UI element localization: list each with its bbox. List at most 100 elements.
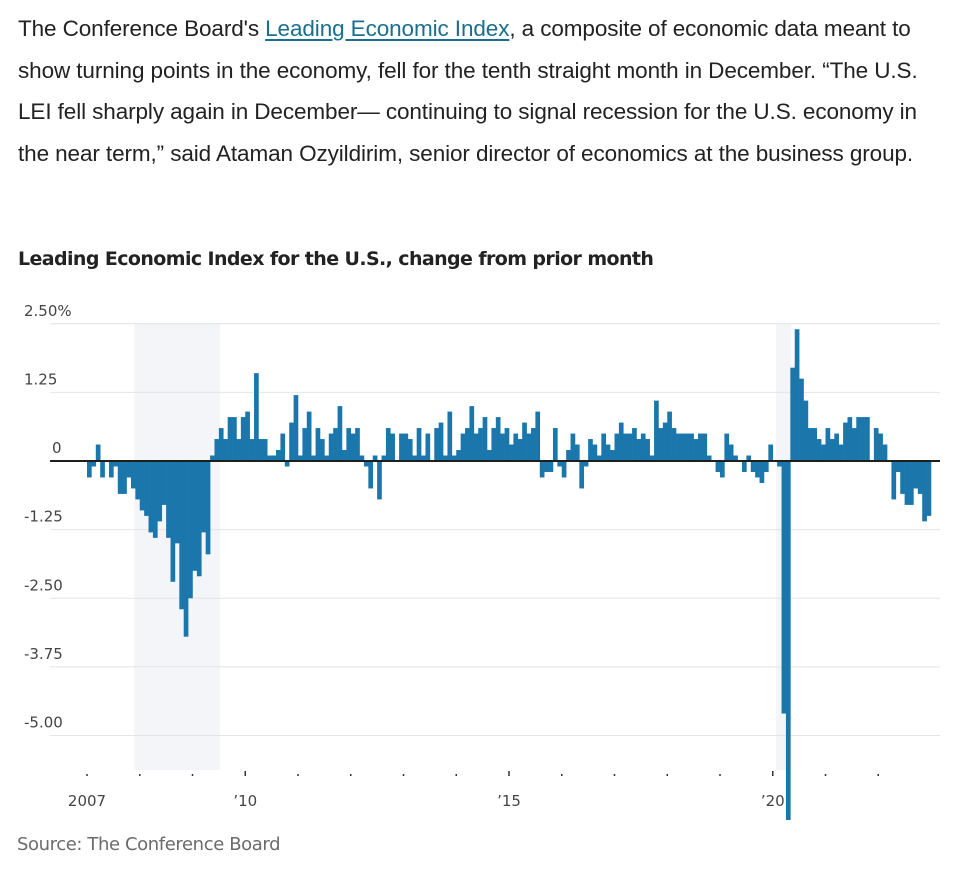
bar (794, 329, 800, 461)
bar (807, 428, 813, 461)
bar (526, 433, 532, 461)
bar (645, 439, 650, 461)
bar (179, 461, 185, 610)
bar (113, 461, 119, 467)
bar (715, 461, 721, 472)
bar (166, 461, 171, 538)
bar (627, 433, 633, 461)
bar (632, 428, 637, 461)
bar (421, 455, 426, 461)
bar (557, 461, 563, 467)
bar (377, 461, 382, 500)
bar (509, 444, 514, 461)
bar (728, 444, 734, 461)
bar (363, 461, 369, 467)
bar (689, 433, 694, 461)
bar (570, 433, 576, 461)
bar (693, 439, 699, 461)
bar (130, 461, 136, 489)
bar (812, 428, 818, 461)
bar (390, 433, 396, 461)
bar (95, 444, 101, 461)
bar (135, 461, 141, 500)
bar (882, 444, 888, 461)
bar (803, 400, 809, 461)
bar (161, 461, 167, 505)
bar (623, 433, 628, 461)
bar (513, 433, 519, 461)
bar (355, 428, 360, 461)
bar (605, 444, 611, 461)
x-tick-label: ’10 (233, 792, 257, 810)
recession-shading (134, 323, 792, 770)
bar (720, 461, 725, 478)
y-tick-label: -1.25 (24, 508, 63, 526)
bar (434, 428, 439, 461)
bar (302, 428, 308, 461)
bar (214, 439, 220, 461)
bar (601, 433, 607, 461)
bar (262, 439, 268, 461)
bar (183, 461, 189, 637)
bar (298, 455, 303, 461)
bar (152, 461, 158, 538)
bar (684, 433, 690, 461)
bar (583, 461, 589, 467)
bar (456, 450, 461, 461)
bar (236, 439, 242, 461)
bar (865, 417, 870, 461)
bar (777, 461, 782, 467)
bar (596, 455, 602, 461)
bar (816, 439, 822, 461)
bar (592, 444, 598, 461)
bar (821, 444, 826, 461)
bar (473, 433, 479, 461)
bar (750, 461, 756, 472)
bar (201, 461, 206, 533)
bar (148, 461, 154, 533)
bar (487, 450, 492, 461)
bar (170, 461, 176, 582)
bar (311, 455, 316, 461)
bar (662, 422, 668, 461)
bar (210, 455, 215, 461)
bar (856, 417, 861, 461)
bar (909, 461, 914, 505)
bar (469, 406, 475, 461)
bar (341, 450, 347, 461)
bar (368, 461, 374, 489)
bar (267, 455, 272, 461)
y-tick-label: -3.75 (24, 645, 63, 663)
bar (443, 455, 448, 461)
bar (495, 417, 501, 461)
y-tick-label: -2.50 (24, 576, 63, 594)
chart-source: Source: The Conference Board (17, 834, 281, 855)
bar (733, 455, 738, 461)
x-tick-label: 2007 (68, 792, 106, 810)
bar (825, 428, 831, 461)
bar (350, 433, 356, 461)
recession-band (134, 323, 220, 770)
bar (544, 461, 549, 472)
bar (741, 461, 747, 472)
bar (680, 433, 686, 461)
bar (192, 461, 198, 571)
bar (328, 433, 334, 461)
x-tick-label: ’20 (761, 792, 785, 810)
leading-economic-index-link[interactable]: Leading Economic Index (265, 16, 510, 41)
bar (900, 461, 905, 494)
bar (781, 461, 787, 714)
bar (333, 428, 338, 461)
bar (763, 461, 769, 472)
bar (640, 433, 646, 461)
bar (917, 461, 923, 494)
bar (829, 439, 835, 461)
bar (636, 439, 642, 461)
bar (254, 373, 259, 461)
bar (649, 455, 655, 461)
bar (539, 461, 545, 478)
bar (667, 411, 672, 461)
x-axis-labels: 2007 ’10 ’15 ’20 (68, 792, 785, 810)
bar (306, 411, 312, 461)
bar (746, 455, 752, 461)
